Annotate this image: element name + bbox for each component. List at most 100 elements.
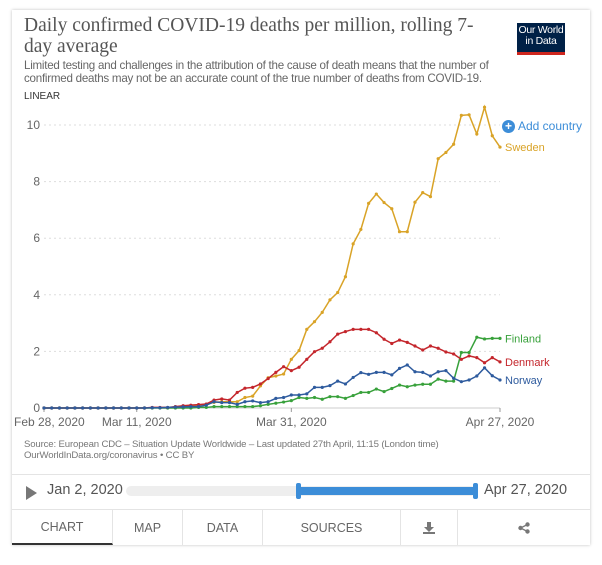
data-point [158, 406, 162, 410]
data-point [351, 327, 355, 331]
timeline-start-handle[interactable] [296, 483, 301, 499]
data-point [397, 383, 402, 387]
data-point [374, 192, 378, 196]
data-point [251, 404, 255, 409]
data-point [81, 406, 85, 410]
series-line [44, 336, 500, 409]
data-point [266, 376, 270, 381]
timeline-selected-range[interactable] [296, 487, 476, 495]
data-point [397, 230, 402, 234]
data-point [498, 145, 502, 149]
data-point [374, 387, 378, 391]
data-point [65, 406, 69, 410]
data-point [397, 366, 402, 370]
data-point [274, 370, 278, 374]
series-line [44, 104, 501, 409]
data-point [452, 352, 456, 356]
data-point [405, 340, 409, 344]
x-tick-label: Feb 28, 2020 [14, 415, 85, 429]
data-point [359, 227, 363, 232]
data-point [243, 395, 247, 400]
data-point [328, 340, 332, 344]
data-point [359, 390, 363, 395]
data-point [367, 372, 371, 376]
data-point [390, 341, 394, 346]
data-point [320, 310, 324, 314]
data-point [297, 395, 301, 400]
data-point [467, 378, 471, 382]
data-point [405, 385, 409, 389]
series-denmark [42, 327, 502, 410]
data-point [235, 400, 239, 404]
timeline-end-handle[interactable] [473, 483, 478, 499]
data-point [452, 376, 456, 380]
data-point [305, 396, 309, 400]
data-point [336, 332, 340, 336]
data-point [258, 401, 263, 405]
data-point [390, 386, 394, 391]
play-icon[interactable] [26, 486, 37, 500]
data-point [490, 356, 494, 360]
data-point [444, 379, 448, 383]
plus-icon: + [502, 119, 515, 133]
data-point [266, 400, 270, 404]
scale-toggle[interactable]: LINEAR [24, 91, 61, 102]
data-point [490, 134, 494, 138]
data-point [305, 327, 309, 331]
tab-data[interactable]: DATA [183, 510, 263, 545]
x-tick-label: Apr 27, 2020 [466, 415, 535, 429]
data-point [343, 382, 348, 386]
tab-chart[interactable]: CHART [12, 510, 113, 545]
data-point [459, 113, 463, 117]
data-point [475, 356, 479, 360]
data-point [289, 399, 293, 403]
tab-sources[interactable]: SOURCES [263, 510, 401, 545]
data-point [343, 329, 348, 334]
data-point [467, 113, 471, 117]
data-point [405, 363, 409, 367]
data-point [436, 377, 440, 381]
data-point [258, 404, 263, 408]
data-point [320, 385, 324, 389]
data-point [235, 390, 239, 395]
tab-map[interactable]: MAP [113, 510, 183, 545]
source-url[interactable]: OurWorldInData.org/coronavirus • CC BY [24, 450, 195, 461]
data-point [382, 370, 386, 374]
data-point [281, 395, 286, 400]
data-point [220, 404, 224, 409]
share-button[interactable] [458, 510, 590, 545]
data-point [173, 405, 177, 409]
data-point [482, 337, 487, 341]
data-point [482, 105, 487, 109]
data-point [281, 365, 286, 369]
data-point [374, 370, 378, 374]
data-point [459, 380, 463, 384]
data-point [428, 194, 433, 199]
series-label-denmark: Denmark [505, 357, 550, 369]
data-point [297, 393, 301, 397]
data-point [490, 374, 494, 378]
add-country-button[interactable]: + Add country [502, 119, 582, 133]
data-point [436, 370, 440, 374]
data-point [328, 395, 332, 399]
data-point [359, 327, 363, 331]
download-icon [423, 521, 435, 534]
series-label-finland: Finland [505, 333, 541, 345]
data-point [297, 365, 301, 369]
add-country-label: Add country [518, 119, 583, 133]
data-point [413, 344, 417, 348]
data-point [421, 382, 425, 386]
data-point [405, 230, 409, 234]
data-point [336, 395, 340, 399]
data-point [390, 207, 394, 211]
timeline-start-label: Jan 2, 2020 [47, 482, 123, 498]
data-point [452, 142, 456, 146]
data-point [467, 350, 471, 355]
download-button[interactable] [401, 510, 458, 545]
data-point [212, 400, 216, 404]
data-point [166, 405, 170, 410]
series-label-norway: Norway [505, 375, 543, 387]
data-point [119, 406, 123, 410]
owid-logo[interactable]: Our World in Data [517, 23, 565, 55]
data-point [459, 350, 463, 355]
